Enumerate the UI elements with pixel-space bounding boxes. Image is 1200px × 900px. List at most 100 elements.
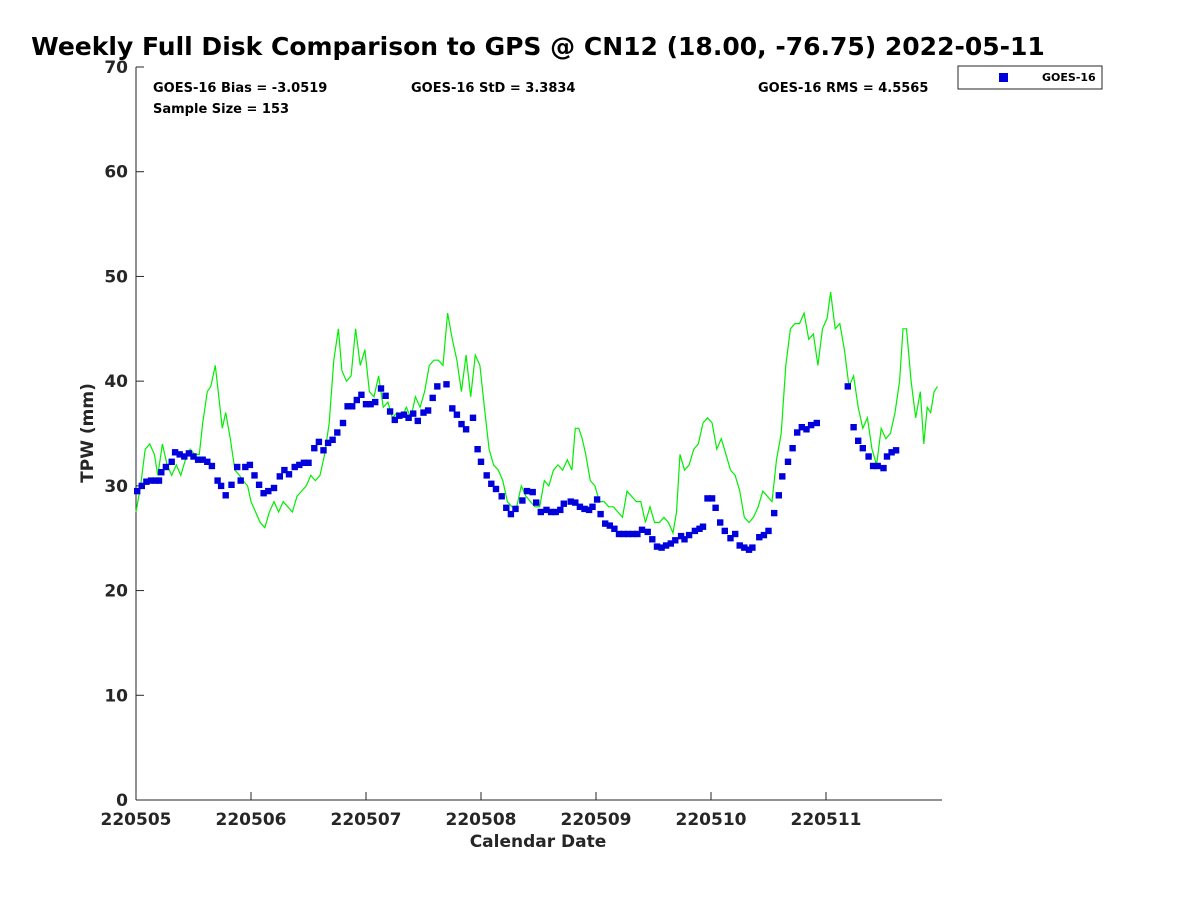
goes16-data-point xyxy=(615,530,623,538)
goes16-data-point xyxy=(523,487,531,495)
goes16-data-point xyxy=(611,525,618,532)
goes16-data-point xyxy=(228,481,235,488)
y-tick-label: 60 xyxy=(104,163,128,183)
goes16-data-point xyxy=(143,478,150,485)
y-tick-label: 40 xyxy=(104,372,128,392)
goes16-data-point xyxy=(400,411,408,418)
goes16-data-point xyxy=(803,426,810,433)
goes16-data-point xyxy=(567,498,574,505)
goes16-data-point xyxy=(704,495,711,502)
x-tick-label: 220507 xyxy=(331,810,402,830)
goes16-data-point xyxy=(134,487,141,495)
x-axis-label: Calendar Date xyxy=(470,832,607,852)
goes16-data-point xyxy=(158,469,165,476)
goes16-data-point xyxy=(644,528,651,536)
goes16-data-point xyxy=(265,487,272,495)
goes16-data-point xyxy=(572,499,579,506)
goes16-data-point xyxy=(155,477,163,484)
goes16-data-point xyxy=(162,463,170,471)
goes16-data-point xyxy=(204,458,211,465)
goes16-data-point xyxy=(537,508,544,516)
goes16-data-point xyxy=(638,526,646,533)
goes16-data-point xyxy=(300,459,308,466)
goes16-data-point xyxy=(405,414,412,421)
goes16-data-point xyxy=(512,505,519,513)
goes16-data-point xyxy=(234,463,241,471)
goes16-data-point xyxy=(386,408,394,415)
goes16-data-point xyxy=(372,398,379,406)
goes16-data-point xyxy=(498,493,505,500)
goes16-data-point xyxy=(276,473,283,480)
goes16-data-point xyxy=(606,522,613,529)
x-tick-label: 220511 xyxy=(791,810,862,830)
goes16-data-point xyxy=(339,419,347,427)
legend-marker-goes16 xyxy=(999,73,1008,82)
goes16-data-point xyxy=(315,438,323,446)
goes16-data-point xyxy=(883,453,891,460)
goes16-data-point xyxy=(625,530,632,538)
goes16-data-point xyxy=(585,506,593,514)
goes16-data-point xyxy=(552,508,559,516)
goes16-data-point xyxy=(712,504,719,511)
goes16-data-point xyxy=(667,540,674,547)
x-tick-label: 220506 xyxy=(216,810,287,830)
goes16-data-point xyxy=(152,477,159,484)
legend-label-goes16: GOES-16 xyxy=(1042,71,1096,84)
goes16-data-point xyxy=(681,536,688,543)
goes16-data-point xyxy=(859,445,866,452)
stat-bias: GOES-16 Bias = -3.0519 xyxy=(153,81,327,96)
goes16-data-point xyxy=(581,505,588,513)
goes16-data-point xyxy=(194,456,202,463)
goes16-data-point xyxy=(685,531,693,539)
goes16-data-point xyxy=(794,429,801,436)
goes16-data-point xyxy=(353,396,360,404)
goes16-data-point xyxy=(320,447,327,454)
goes16-data-point xyxy=(869,462,877,470)
goes16-data-point xyxy=(677,532,685,540)
goes16-data-point xyxy=(291,463,298,471)
goes16-data-point xyxy=(699,523,707,530)
goes16-data-point xyxy=(449,405,456,412)
x-tick-label: 220510 xyxy=(676,810,747,830)
goes16-data-point xyxy=(458,420,465,428)
goes16-data-point xyxy=(483,472,490,479)
x-ticks: 220505 220506 220507 220508 220509 220510 2205… xyxy=(101,792,862,830)
goes16-data-point xyxy=(749,544,756,551)
goes16-data-point xyxy=(507,510,515,518)
goes16-data-point xyxy=(251,472,258,479)
goes16-data-point xyxy=(547,508,555,516)
goes16-data-point xyxy=(597,510,604,518)
goes16-data-point xyxy=(557,506,564,514)
goes16-data-point xyxy=(533,499,540,506)
goes16-data-point xyxy=(462,426,470,433)
stat-rms: GOES-16 RMS = 4.5565 xyxy=(758,81,928,96)
goes16-data-point xyxy=(741,544,748,551)
goes16-data-point xyxy=(176,451,183,458)
goes16-data-point xyxy=(717,519,724,526)
goes16-data-point xyxy=(429,394,436,402)
goes16-data-point xyxy=(367,401,374,408)
goes16-data-point xyxy=(199,456,206,463)
goes16-data-point xyxy=(434,383,441,390)
goes16-data-point xyxy=(181,453,188,460)
goes16-data-point xyxy=(477,458,485,465)
goes16-data-point xyxy=(736,542,743,549)
goes16-data-point xyxy=(469,414,477,421)
goes16-data-point xyxy=(708,495,716,502)
goes16-data-point xyxy=(865,453,872,460)
goes16-data-point xyxy=(798,424,805,431)
goes16-data-point xyxy=(634,530,641,538)
goes16-data-point xyxy=(765,527,772,535)
goes16-data-point xyxy=(168,458,175,465)
goes16-data-point xyxy=(492,485,500,493)
gps-series-line xyxy=(135,292,939,536)
goes16-data-point xyxy=(771,509,778,517)
goes16-data-point xyxy=(171,449,179,456)
goes16-data-point xyxy=(214,477,221,484)
goes16-data-point xyxy=(672,537,679,544)
goes16-data-point xyxy=(629,530,636,538)
goes16-data-point xyxy=(756,534,763,541)
goes16-data-point xyxy=(190,453,197,460)
goes16-data-point xyxy=(334,429,341,436)
